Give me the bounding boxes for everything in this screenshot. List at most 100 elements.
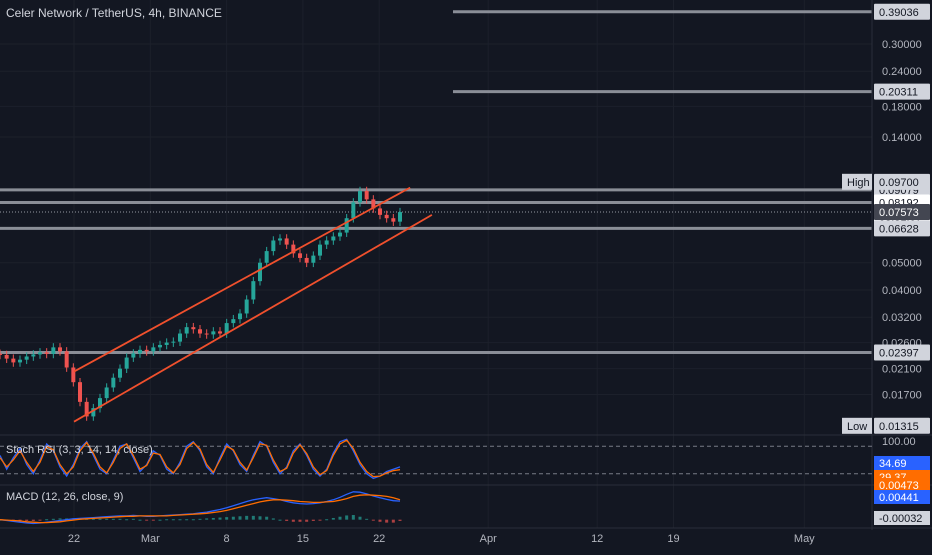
candle-body [324,240,329,245]
macd-line-MACD [0,491,401,525]
candle-body [224,323,229,334]
macd-histogram-bar [378,519,382,522]
trend-channel[interactable] [73,186,433,423]
candle-body [4,354,9,359]
macd-histogram-bar [298,519,302,522]
candle-body [384,214,389,219]
macd-histogram-bar [138,519,142,521]
candle-body [98,398,102,409]
price-tick-label: 0.05000 [882,258,922,270]
macd-legend[interactable]: MACD (12, 26, close, 9) [6,491,123,503]
candle-body [158,344,162,348]
chart-title: Celer Network / TetherUS, 4h, BINANCE [6,6,222,20]
low-price-label-bg [874,417,930,434]
macd-histogram-bar [98,518,102,520]
candle-body [271,240,276,252]
macd-histogram-bar [305,519,309,522]
macd-histogram-bar [218,517,222,520]
candle-body [264,251,269,263]
candle-body [44,352,49,354]
price-label-level-bg [874,3,930,20]
macd-histogram-bar [25,519,29,521]
candle-body [238,313,242,320]
macd-histogram-bar [145,519,149,521]
time-tick-label: Mar [141,533,160,545]
candle-body [251,281,256,300]
price-tick-label: 0.18000 [882,101,922,113]
indicator-value-bg [874,456,930,470]
candlestick-series [0,186,402,421]
macd-histogram-bar [178,519,182,521]
horizontal-levels[interactable] [0,10,872,355]
candle-body [231,319,236,324]
indicator-value-bg [874,490,930,504]
macd-histogram-bar [365,518,369,520]
macd-histogram-bar [291,519,295,522]
candle-body [71,367,76,383]
candle-body [118,368,122,378]
price-label-current: 0.07573 [879,207,919,219]
macd-pane [0,491,402,525]
candle-body [198,329,202,334]
candle-body [91,408,96,417]
macd-histogram-bar [158,519,162,521]
title-separator-2: , [162,6,169,20]
stoch-line-D [0,439,401,478]
channel-line-lower[interactable] [73,214,433,423]
indicator-value-label: 0.00473 [879,480,919,492]
candle-body [31,354,36,357]
macd-histogram-bar [285,519,289,521]
macd-histogram-bar [31,519,35,521]
macd-histogram-bar [105,518,109,520]
candle-body [318,244,322,256]
time-axis[interactable]: 22 Mar 8 15 22 Apr 12 19 May [68,533,815,545]
price-tick-label: 0.14000 [882,132,922,144]
low-tag-label: Low [847,421,867,433]
channel-line-upper[interactable] [73,186,411,373]
candle-body [258,262,262,282]
macd-histogram-bar [251,515,255,520]
title-separator: , [142,6,149,20]
stoch-rsi-legend[interactable]: Stoch RSI (3, 3, 14, 14, close) [6,444,153,456]
macd-histogram-bar [211,517,215,520]
candle-body [11,358,16,363]
macd-histogram-bar [171,519,175,521]
candle-body [358,190,362,203]
macd-histogram-bar [205,518,209,520]
candle-body [164,342,169,345]
grid-lines [0,0,872,528]
macd-histogram-bar [185,519,189,521]
macd-histogram-bar [391,519,395,523]
macd-line-Signal [0,494,401,524]
candle-body [391,218,396,222]
price-label-current-bg [874,204,930,221]
price-tick-label: 0.02100 [882,364,922,376]
high-price-label: 0.09700 [879,177,919,189]
candle-body [144,349,149,352]
candle-body [171,341,176,343]
candle-body [138,349,142,354]
price-label-level-bg [874,344,930,361]
candle-body [0,353,2,355]
time-tick-label: 15 [297,533,309,545]
macd-histogram-bar [385,519,389,523]
high-tag-label: High [847,177,870,189]
candle-body [338,232,342,237]
candle-body [311,255,316,263]
candle-body [24,356,29,360]
macd-histogram-bar [225,517,229,520]
macd-histogram-bar [358,516,362,520]
indicator-value-bg [874,511,930,525]
macd-histogram-bar [165,519,169,521]
time-tick-label: Apr [480,533,497,545]
time-tick-label: 8 [224,533,230,545]
price-tick-label: 0.24000 [882,66,922,78]
candle-body [104,387,109,399]
indicator-value-label: -0.00032 [879,513,922,525]
macd-histogram-bar [245,515,249,520]
macd-histogram-bar [238,516,242,520]
price-tick-label: 0.30000 [882,39,922,51]
price-tick-label: 0.03200 [882,312,922,324]
